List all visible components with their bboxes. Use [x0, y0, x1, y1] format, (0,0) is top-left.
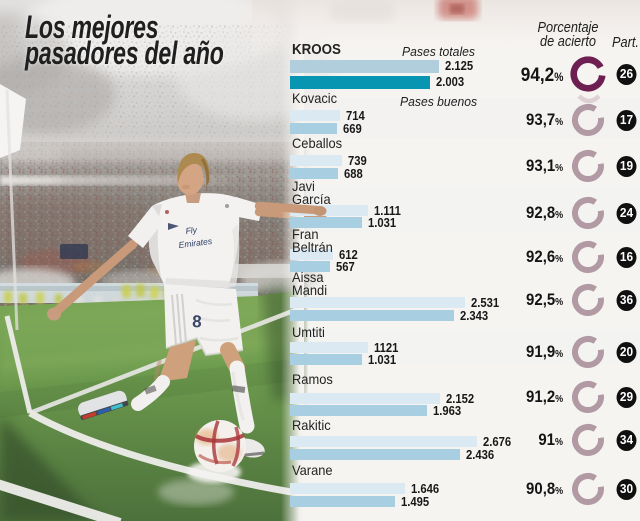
svg-text:8: 8	[192, 312, 202, 331]
svg-text:Emirates: Emirates	[178, 236, 213, 250]
svg-text:Fly: Fly	[185, 225, 198, 236]
